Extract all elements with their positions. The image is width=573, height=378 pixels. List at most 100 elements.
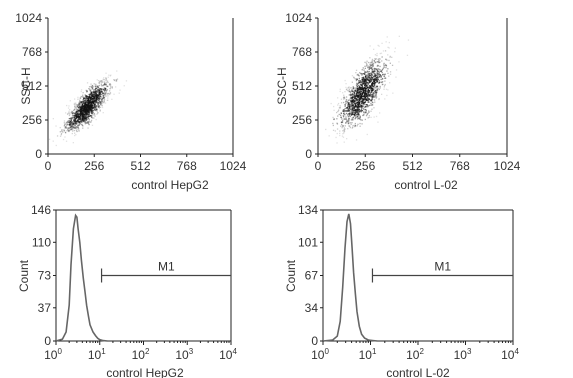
scatter-point [103,84,105,86]
scatter-point [353,105,355,108]
scatter-point [376,73,379,75]
scatter-point [94,91,97,93]
scatter-point [358,108,360,110]
scatter-point [354,124,356,127]
scatter-point [75,111,77,113]
scatter-point [383,75,386,77]
scatter-point [370,99,372,101]
scatter-point [91,91,93,94]
scatter-point [91,88,93,90]
scatter-point [83,120,85,122]
scatter-point [87,105,89,108]
scatter-point [384,84,386,87]
scatter-point [89,115,91,117]
scatter-point [350,96,352,98]
scatter-point [86,100,88,102]
scatter-point [355,79,358,82]
x-tick-label: 256 [355,159,375,173]
scatter-point [363,83,365,85]
scatter-point [75,111,77,113]
scatter-point [361,85,364,88]
scatter-point [353,94,355,96]
scatter-point [348,125,350,127]
scatter-point [348,105,350,108]
scatter-point [340,98,343,100]
scatter-point [100,99,103,101]
scatter-point [340,121,342,124]
scatter-point [82,102,84,104]
scatter-point [78,124,80,126]
scatter-point [373,85,375,87]
scatter-point [358,90,360,92]
scatter-point [356,113,358,115]
scatter-point [101,88,103,90]
scatter-point [337,102,340,105]
scatter-point [97,96,99,98]
scatter-point [349,115,351,118]
scatter-point [381,56,383,58]
scatter-point [48,138,51,140]
scatter-point [91,112,93,114]
scatter-point [85,102,87,104]
scatter-point [82,127,84,129]
scatter-point [363,96,365,98]
scatter-point [78,129,80,131]
scatter-point [106,85,108,87]
scatter-point [373,86,375,88]
scatter-point [65,126,67,128]
scatter-point [102,81,104,83]
scatter-point [94,114,96,116]
scatter-point [347,115,349,118]
scatter-point [361,88,364,90]
scatter-point [74,127,77,129]
scatter-point [93,91,95,94]
scatter-point [71,110,73,112]
scatter-point [99,109,101,111]
scatter-point [105,91,107,93]
scatter-point [79,97,82,99]
scatter-point [378,80,380,82]
scatter-point [357,89,359,92]
scatter-point [382,68,384,70]
scatter-point [69,126,71,129]
scatter-point [351,109,354,111]
scatter-point [376,78,378,81]
scatter-point [89,121,92,123]
scatter-point [386,36,388,38]
scatter-point [363,112,365,114]
scatter-point [97,94,99,96]
scatter-point [370,61,372,63]
scatter-point [83,97,85,99]
y-tick-label: 146 [31,203,51,217]
scatter-point [97,101,99,104]
scatter-point [88,118,90,120]
x-tick-labels: 100 101 102 103 104 [44,341,237,362]
scatter-point [101,88,103,90]
scatter-point [65,112,67,114]
scatter-point [83,102,85,104]
scatter-point [371,63,373,65]
x-axis-label: control HepG2 [131,178,209,192]
scatter-point [346,101,348,103]
scatter-point [105,84,107,86]
scatter-point [67,120,69,122]
scatter-point [351,113,353,116]
scatter-point [83,114,85,116]
scatter-point [360,93,362,95]
scatter-point [358,100,360,102]
scatter-point [360,92,362,94]
scatter-point [341,135,344,137]
scatter-point [92,87,94,89]
scatter-point [360,94,362,97]
scatter-point [352,112,354,114]
scatter-point [366,70,369,72]
scatter-point [367,61,370,64]
scatter-point [87,117,89,120]
scatter-point [369,66,371,68]
scatter-point [373,93,375,95]
scatter-point [366,60,368,62]
scatter-point [88,104,90,106]
scatter-point [71,112,74,114]
scatter-point [361,95,363,97]
scatter-point [79,99,81,101]
